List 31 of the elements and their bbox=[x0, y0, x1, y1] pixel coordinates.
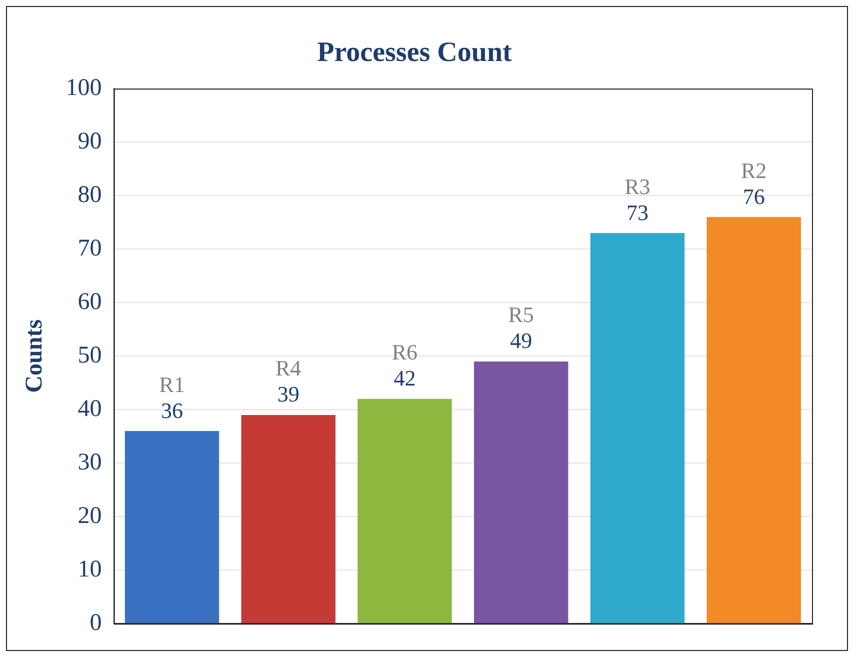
chart-title: Processes Count bbox=[317, 37, 513, 68]
y-tick-label: 20 bbox=[78, 502, 102, 529]
x-tick-label: R4 bbox=[276, 356, 302, 381]
x-tick-label: R5 bbox=[508, 302, 534, 328]
y-tick-label: 0 bbox=[90, 610, 102, 636]
data-label: 49 bbox=[510, 328, 532, 354]
data-label: 73 bbox=[626, 200, 648, 225]
y-tick-label: 30 bbox=[78, 449, 102, 476]
y-tick-label: 80 bbox=[78, 182, 102, 208]
y-tick-label: 40 bbox=[78, 396, 102, 422]
bar bbox=[241, 414, 336, 624]
x-tick-label: R1 bbox=[159, 372, 185, 397]
y-tick-label: 60 bbox=[78, 288, 102, 315]
y-tick-label: 100 bbox=[66, 74, 102, 101]
data-label: 39 bbox=[277, 382, 300, 407]
x-tick-label: R2 bbox=[740, 158, 767, 183]
y-tick-label: 70 bbox=[78, 235, 102, 262]
x-tick-label: R3 bbox=[624, 174, 650, 199]
y-axis-title: Counts bbox=[22, 319, 48, 393]
y-tick-label: 10 bbox=[78, 556, 102, 582]
bar bbox=[124, 431, 220, 624]
bar bbox=[358, 398, 452, 624]
y-tick-label: 50 bbox=[78, 342, 102, 368]
data-label: 76 bbox=[742, 184, 765, 209]
data-label: 42 bbox=[394, 366, 416, 391]
x-tick-label: R6 bbox=[392, 340, 418, 365]
bar bbox=[590, 233, 685, 624]
bar bbox=[474, 361, 568, 624]
data-label: 36 bbox=[160, 398, 183, 423]
y-tick-label: 90 bbox=[78, 128, 102, 154]
bar bbox=[706, 217, 801, 624]
